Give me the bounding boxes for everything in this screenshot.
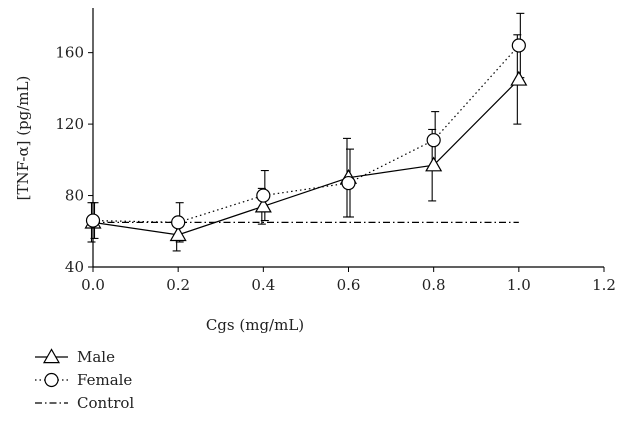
error-bars	[87, 12, 525, 252]
male-data-point	[510, 70, 528, 86]
legend-control-label: Control	[77, 394, 134, 412]
female-data-point	[341, 175, 356, 191]
male-series-line	[92, 79, 520, 236]
legend-male-marker	[42, 348, 61, 364]
female-data-point	[511, 38, 526, 53]
series-markers	[84, 38, 528, 242]
y-tick-label: 160	[55, 44, 84, 62]
x-axis-label: Cgs (mg/mL)	[206, 316, 304, 334]
legend-female-label: Female	[77, 371, 132, 389]
male-data-point	[169, 226, 187, 242]
y-tick-label: 40	[65, 258, 84, 276]
x-tick-label: 0.6	[337, 276, 361, 294]
y-axis-label: [TNF-α] (pg/mL)	[14, 76, 32, 201]
x-tick-label: 1.2	[592, 276, 616, 294]
legend: Male Female Control	[35, 348, 134, 412]
y-tick-label: 80	[65, 187, 84, 205]
legend-female-marker	[44, 372, 59, 388]
x-tick-label: 0.2	[166, 276, 190, 294]
y-tick-label: 120	[55, 115, 84, 133]
female-data-point	[85, 213, 101, 228]
series-lines	[92, 45, 520, 236]
tick-labels: 0.0 0.2 0.4 0.6 0.8 1.0 1.2 40 80 120 160	[55, 44, 616, 294]
female-data-point	[256, 188, 271, 203]
x-tick-label: 0.0	[81, 276, 105, 294]
x-tick-label: 0.8	[422, 276, 446, 294]
female-series-line	[92, 45, 520, 223]
male-data-point	[425, 156, 443, 172]
x-tick-label: 1.0	[507, 276, 531, 294]
female-data-point	[426, 133, 441, 148]
legend-male-label: Male	[77, 348, 115, 366]
x-tick-label: 0.4	[251, 276, 275, 294]
female-data-point	[171, 215, 186, 230]
male-data-point	[254, 197, 272, 213]
